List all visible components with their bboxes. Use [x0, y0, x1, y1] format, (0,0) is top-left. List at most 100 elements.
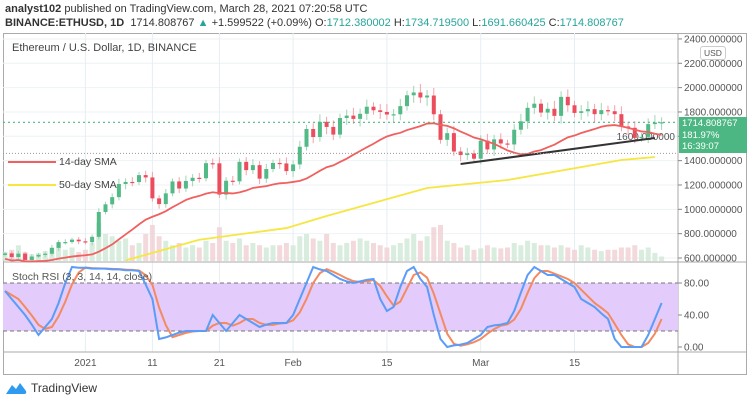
volume-bar [257, 245, 263, 261]
high-value: 1734.719500 [404, 17, 470, 29]
candle-body [599, 110, 604, 115]
candle-body [606, 110, 610, 112]
candle-body [364, 106, 369, 114]
volume-bar [96, 222, 102, 261]
y-tick-label: 1200.000000 [684, 180, 743, 191]
candle-body [116, 184, 121, 198]
sma50-line [125, 156, 655, 262]
volume-bar [645, 247, 651, 261]
volume-bar [572, 249, 577, 261]
volume-bar [243, 245, 249, 261]
candle-body [49, 247, 54, 254]
volume-bar [391, 245, 397, 261]
candle-body [472, 153, 476, 159]
candle-body [498, 139, 503, 144]
candle-body [438, 114, 443, 140]
candle-body [250, 165, 255, 171]
candle-body [190, 177, 195, 181]
candle-body [237, 161, 242, 182]
current-price: 1714.808767 [682, 118, 738, 129]
volume-bar [216, 227, 222, 261]
volume-bar [69, 247, 75, 261]
candle-body [183, 180, 188, 189]
volume-bar [350, 240, 356, 261]
candle-body [384, 111, 389, 115]
percent-change: 181.97% [682, 129, 720, 141]
candle-body [29, 256, 34, 260]
volume-bar [277, 245, 283, 261]
volume-bar [558, 245, 564, 261]
candle-body [646, 124, 651, 137]
volume-bar [230, 243, 236, 261]
volume-bar [170, 245, 175, 261]
x-tick-label: 15 [381, 358, 393, 369]
volume-bar [531, 243, 537, 261]
y-tick-label: 2000.000000 [684, 83, 743, 94]
candle-body [418, 92, 423, 98]
symbol: BINANCE:ETHUSD, 1D [5, 17, 125, 29]
candle-body [632, 127, 637, 138]
candle-body [130, 181, 135, 184]
volume-bar [498, 248, 504, 261]
volume-bar [397, 243, 403, 261]
x-tick-label: 11 [147, 358, 158, 369]
candle-body [110, 197, 115, 205]
candle-body [458, 151, 463, 156]
volume-bar [136, 243, 142, 261]
publisher[interactable]: analyst102 [5, 3, 62, 15]
volume-bar [304, 234, 309, 261]
y-tick-label: 1400.000000 [684, 156, 743, 167]
candle-body [103, 204, 108, 212]
candle-body [425, 95, 430, 98]
volume-bar [2, 252, 8, 261]
candle-body [23, 253, 28, 260]
candle-body [277, 162, 282, 165]
sma14-line [4, 122, 662, 263]
volume-bar [639, 249, 644, 261]
volume-bar [283, 243, 289, 261]
candle-body [224, 180, 229, 195]
published-text: published on TradingView.com, March 28, … [64, 3, 368, 15]
candle-body [90, 236, 95, 243]
x-tick-label: 15 [569, 358, 581, 369]
volume-bar [618, 247, 624, 261]
candle-body [405, 95, 409, 107]
up-triangle-icon: ▲ [197, 17, 209, 29]
volume-bar [109, 236, 115, 261]
volume-bar [598, 251, 604, 261]
candle-body [512, 129, 517, 145]
legend-label: 14-day SMA [59, 156, 117, 168]
volume-bar [451, 243, 457, 261]
candle-body [70, 239, 74, 243]
volume-bar [612, 249, 618, 261]
candle-body [398, 106, 403, 115]
candle-body [137, 175, 141, 183]
volume-bar [317, 240, 323, 261]
candle-body [317, 121, 322, 138]
candle-body [197, 177, 202, 179]
pane-title: Ethereum / U.S. Dollar, 1D, BINANCE [12, 42, 197, 54]
volume-bar [123, 238, 129, 261]
currency-button[interactable]: USD [700, 46, 726, 60]
x-tick-label: 2021 [74, 358, 97, 369]
volume-bar [183, 247, 189, 261]
support-trendline [460, 137, 656, 166]
candle-body [351, 115, 356, 119]
candle-body [311, 128, 316, 138]
volume-bar [431, 227, 437, 261]
candle-body [56, 242, 61, 248]
x-tick-label: Feb [284, 358, 302, 369]
volume-bar [89, 243, 95, 261]
volume-bar [364, 240, 370, 261]
volume-bar [270, 245, 276, 261]
y-tick-label: 1800.000000 [684, 107, 743, 118]
volume-bar [337, 245, 343, 261]
candle-body [83, 241, 88, 243]
candle-body [9, 253, 14, 258]
volume-bar [62, 249, 68, 261]
candle-body [143, 175, 148, 178]
tradingview-logo[interactable]: TradingView [5, 381, 97, 395]
symbol-info: BINANCE:ETHUSD, 1D 1714.808767 ▲ +1.5995… [5, 17, 624, 29]
candle-body [465, 153, 470, 156]
